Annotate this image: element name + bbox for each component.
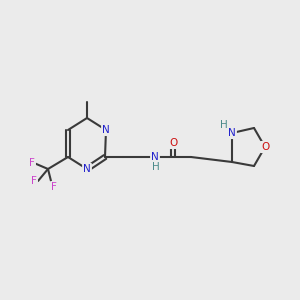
Text: O: O — [261, 142, 269, 152]
Text: H: H — [220, 120, 228, 130]
Text: F: F — [31, 176, 37, 186]
Text: N: N — [151, 152, 159, 162]
Text: N: N — [102, 125, 110, 135]
Text: H: H — [152, 162, 160, 172]
Text: N: N — [228, 128, 236, 138]
Text: F: F — [29, 158, 35, 168]
Text: N: N — [83, 164, 91, 174]
Text: F: F — [51, 182, 57, 192]
Text: O: O — [169, 138, 177, 148]
